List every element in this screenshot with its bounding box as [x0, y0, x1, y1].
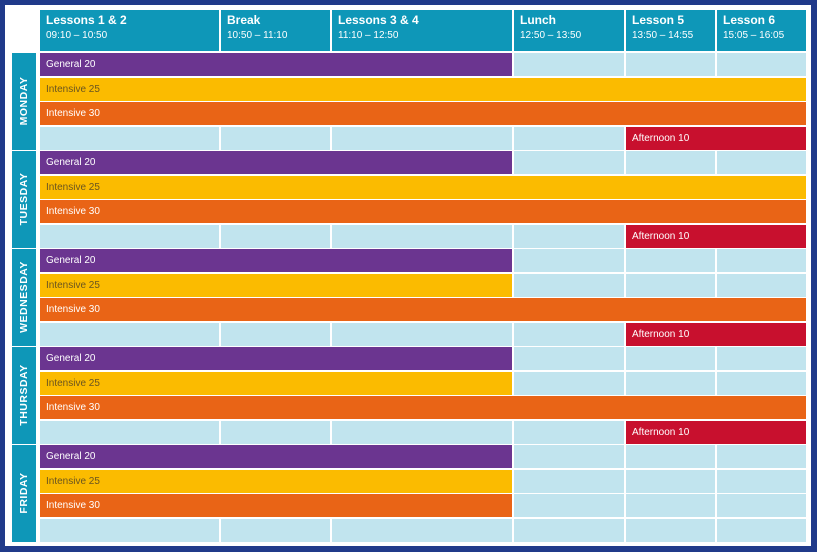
empty-slot — [40, 322, 219, 346]
empty-slot — [626, 151, 715, 174]
empty-slot — [626, 371, 715, 395]
empty-slot — [332, 322, 512, 346]
column-header-title: Lesson 5 — [632, 13, 685, 27]
empty-slot — [626, 518, 715, 542]
column-header-break: Break 10:50 – 11:10 — [221, 10, 330, 51]
course-bar-general-20: General 20 — [40, 249, 512, 272]
day-label-monday: MONDAY — [12, 53, 36, 150]
column-header-time: 15:05 – 16:05 — [723, 30, 785, 41]
empty-slot — [40, 518, 219, 542]
empty-slot — [514, 371, 624, 395]
empty-slot — [626, 249, 715, 272]
empty-slot — [717, 445, 806, 468]
empty-slot — [514, 494, 624, 517]
course-bar-afternoon-10: Afternoon 10 — [626, 224, 806, 248]
empty-slot — [626, 53, 715, 76]
empty-slot — [332, 126, 512, 150]
course-bar-intensive-25: Intensive 25 — [40, 469, 512, 493]
empty-slot — [514, 249, 624, 272]
empty-slot — [717, 469, 806, 493]
course-bar-intensive-25: Intensive 25 — [40, 175, 806, 199]
course-bar-afternoon-10: Afternoon 10 — [626, 126, 806, 150]
day-label-text: FRIDAY — [18, 472, 30, 514]
course-bar-general-20: General 20 — [40, 53, 512, 76]
course-bar-afternoon-10: Afternoon 10 — [626, 420, 806, 444]
column-header-time: 12:50 – 13:50 — [520, 30, 582, 41]
empty-slot — [221, 518, 330, 542]
empty-slot — [717, 151, 806, 174]
column-header-time: 13:50 – 14:55 — [632, 30, 694, 41]
empty-slot — [626, 469, 715, 493]
column-header-title: Lesson 6 — [723, 13, 776, 27]
course-bar-intensive-30: Intensive 30 — [40, 494, 512, 517]
empty-slot — [717, 518, 806, 542]
empty-slot — [332, 224, 512, 248]
empty-slot — [514, 518, 624, 542]
course-bar-general-20: General 20 — [40, 445, 512, 468]
empty-slot — [717, 53, 806, 76]
empty-slot — [332, 518, 512, 542]
empty-slot — [332, 420, 512, 444]
empty-slot — [514, 445, 624, 468]
empty-slot — [514, 224, 624, 248]
empty-slot — [514, 53, 624, 76]
course-bar-intensive-30: Intensive 30 — [40, 396, 806, 419]
course-bar-intensive-30: Intensive 30 — [40, 102, 806, 125]
empty-slot — [40, 224, 219, 248]
empty-slot — [514, 420, 624, 444]
column-header-lessons-1-2: Lessons 1 & 2 09:10 – 10:50 — [40, 10, 219, 51]
empty-slot — [626, 347, 715, 370]
course-bar-general-20: General 20 — [40, 151, 512, 174]
column-header-title: Lunch — [520, 13, 556, 27]
empty-slot — [221, 322, 330, 346]
empty-slot — [717, 273, 806, 297]
day-label-text: WEDNESDAY — [18, 261, 30, 334]
column-header-lunch: Lunch 12:50 – 13:50 — [514, 10, 624, 51]
empty-slot — [514, 273, 624, 297]
empty-slot — [514, 469, 624, 493]
column-header-title: Lessons 1 & 2 — [46, 13, 127, 27]
empty-slot — [40, 420, 219, 444]
empty-slot — [221, 126, 330, 150]
day-label-text: MONDAY — [18, 76, 30, 126]
day-label-wednesday: WEDNESDAY — [12, 249, 36, 346]
empty-slot — [221, 224, 330, 248]
empty-slot — [514, 126, 624, 150]
column-header-time: 10:50 – 11:10 — [227, 30, 288, 41]
day-label-friday: FRIDAY — [12, 445, 36, 542]
empty-slot — [717, 371, 806, 395]
column-header-lesson-5: Lesson 5 13:50 – 14:55 — [626, 10, 715, 51]
empty-slot — [40, 126, 219, 150]
column-header-title: Lessons 3 & 4 — [338, 13, 419, 27]
course-bar-intensive-25: Intensive 25 — [40, 77, 806, 101]
course-bar-intensive-25: Intensive 25 — [40, 371, 512, 395]
course-bar-intensive-30: Intensive 30 — [40, 298, 806, 321]
column-header-lesson-6: Lesson 6 15:05 – 16:05 — [717, 10, 806, 51]
empty-slot — [514, 322, 624, 346]
day-label-text: TUESDAY — [18, 172, 30, 226]
course-bar-intensive-25: Intensive 25 — [40, 273, 512, 297]
empty-slot — [626, 273, 715, 297]
day-label-text: THURSDAY — [18, 364, 30, 426]
empty-slot — [717, 249, 806, 272]
column-header-time: 11:10 – 12:50 — [338, 30, 399, 41]
column-header-time: 09:10 – 10:50 — [46, 30, 108, 41]
course-bar-afternoon-10: Afternoon 10 — [626, 322, 806, 346]
empty-slot — [717, 494, 806, 517]
course-bar-intensive-30: Intensive 30 — [40, 200, 806, 223]
column-header-title: Break — [227, 13, 261, 27]
empty-slot — [514, 151, 624, 174]
empty-slot — [514, 347, 624, 370]
day-label-tuesday: TUESDAY — [12, 151, 36, 248]
empty-slot — [717, 347, 806, 370]
day-label-thursday: THURSDAY — [12, 347, 36, 444]
column-header-lessons-3-4: Lessons 3 & 4 11:10 – 12:50 — [332, 10, 512, 51]
empty-slot — [626, 445, 715, 468]
empty-slot — [626, 494, 715, 517]
empty-slot — [221, 420, 330, 444]
course-bar-general-20: General 20 — [40, 347, 512, 370]
